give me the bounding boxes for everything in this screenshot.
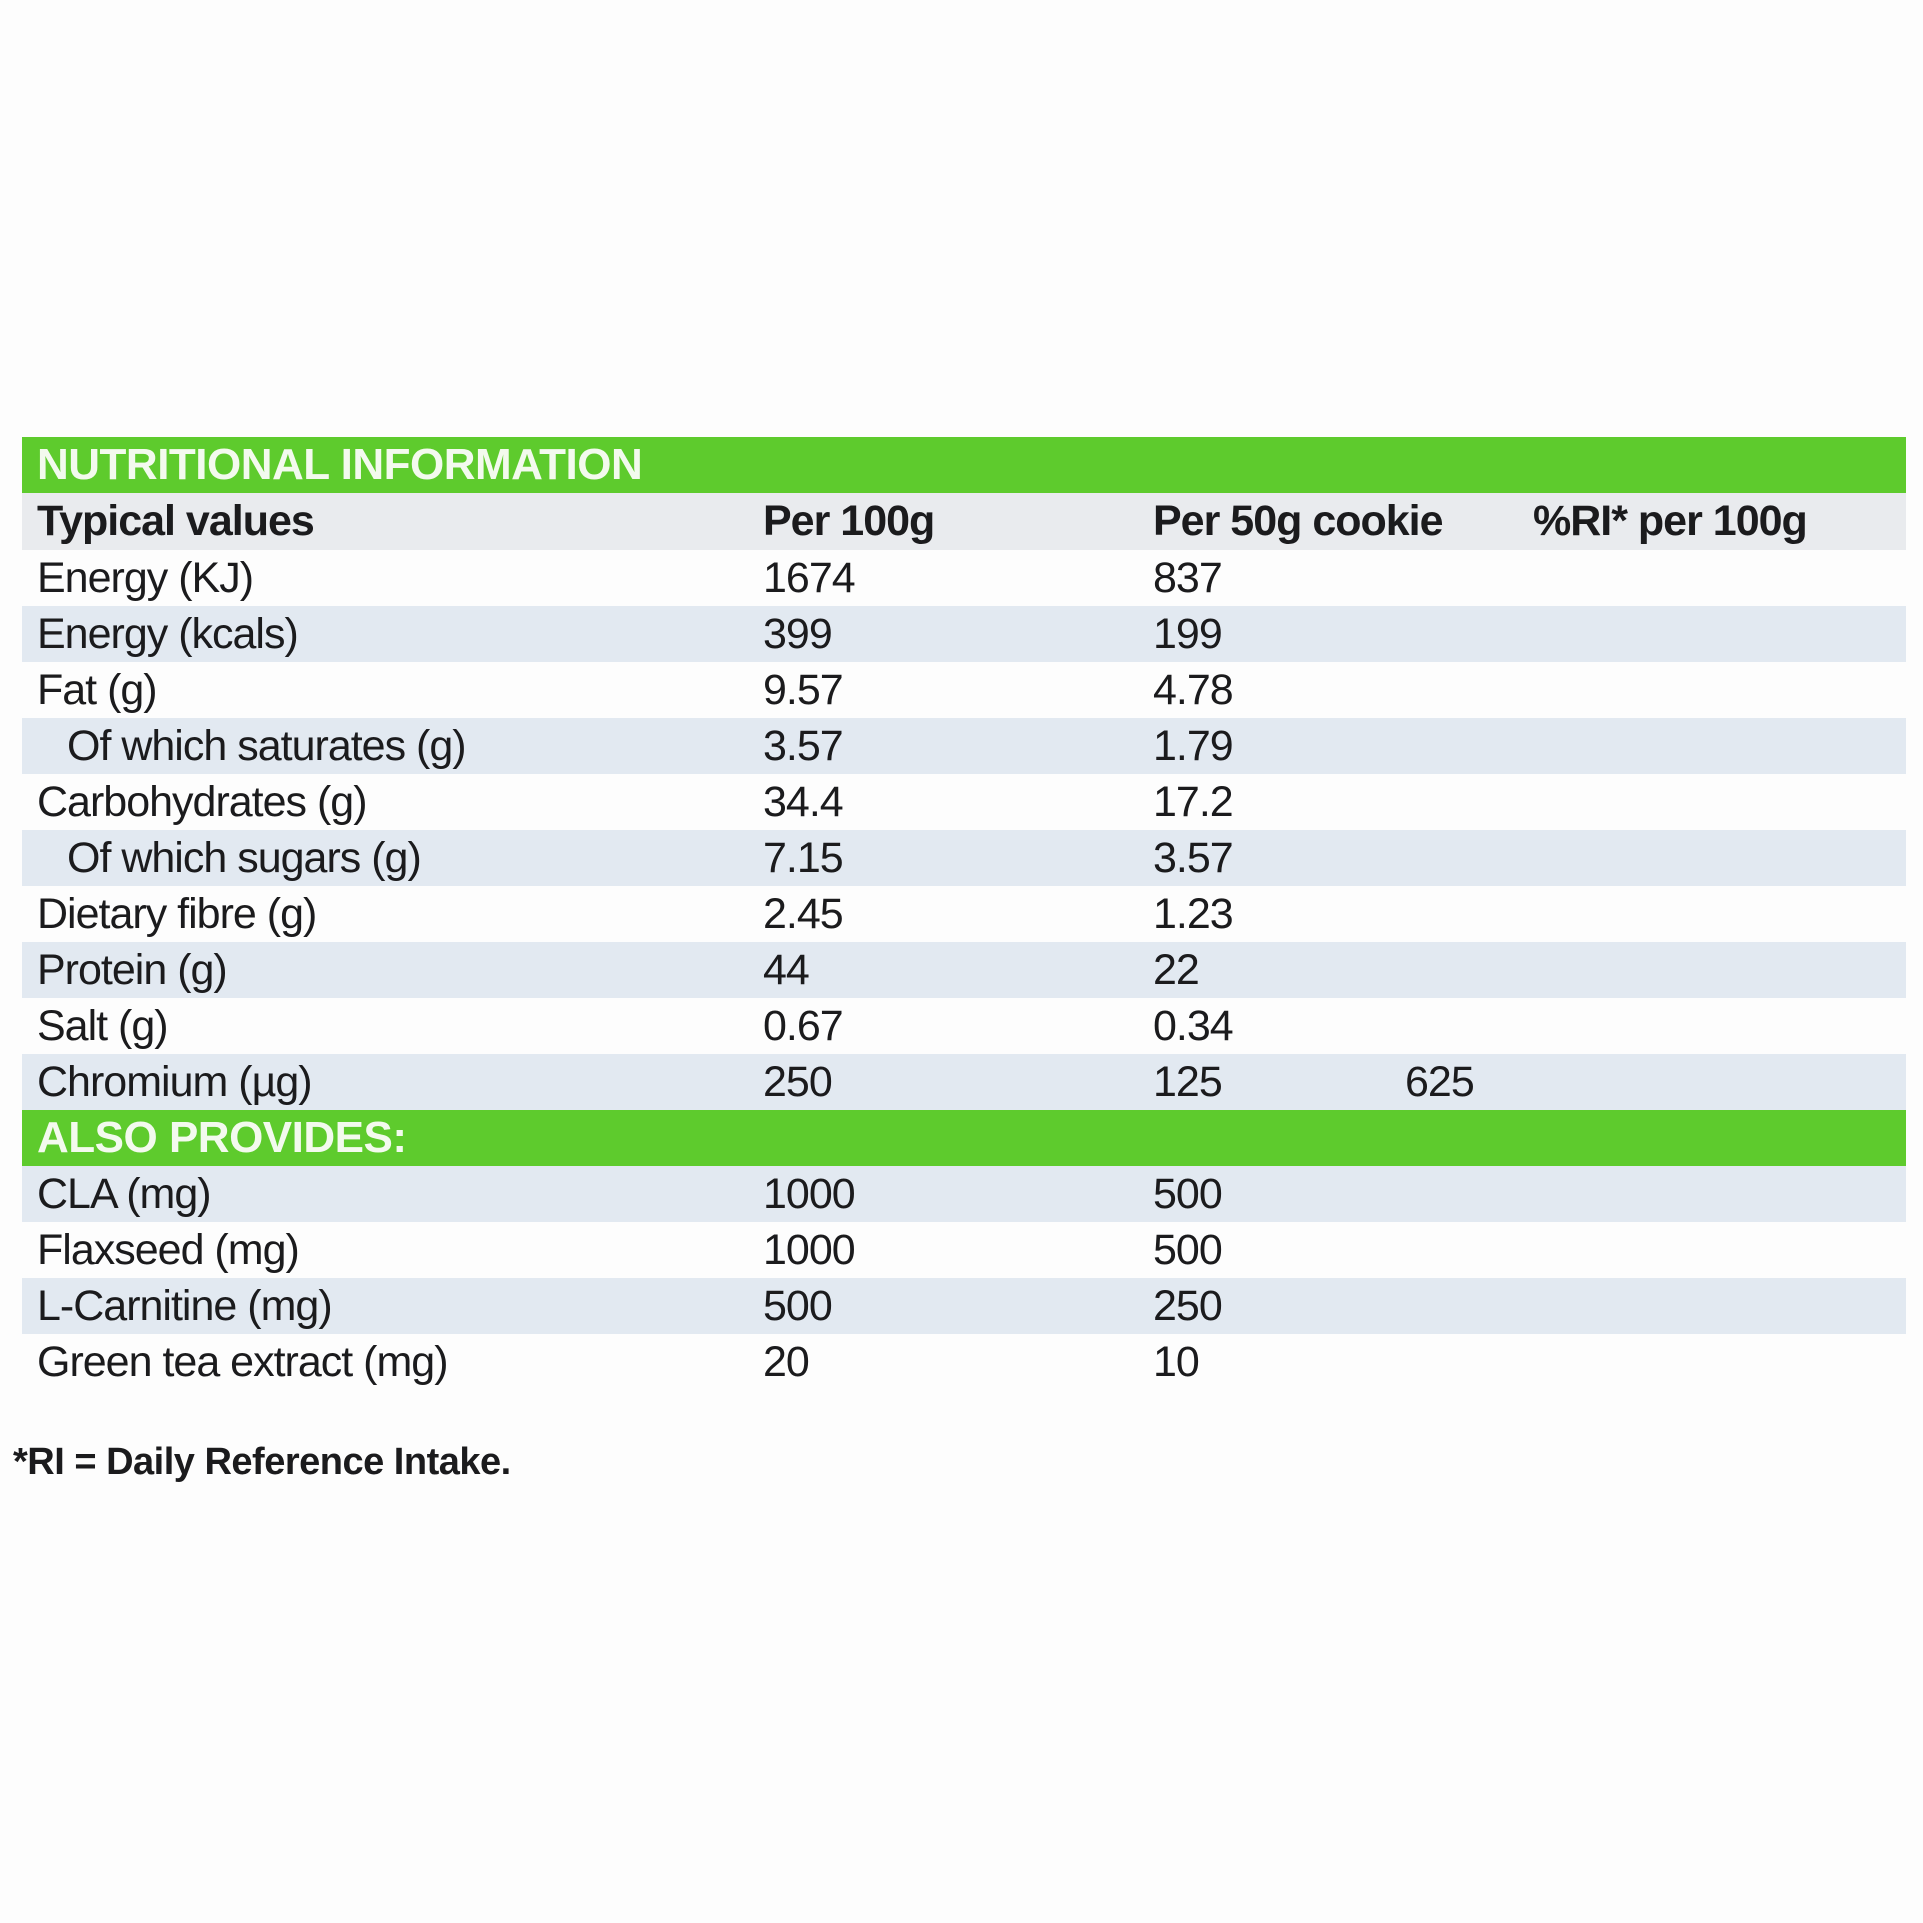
cell-per50: 500 — [1153, 1170, 1223, 1218]
cell-label: Of which saturates (g) — [67, 722, 467, 770]
cell-per100: 1674 — [763, 554, 856, 602]
cell-label: Energy (kcals) — [37, 610, 299, 658]
table-row: Carbohydrates (g) 34.4 17.2 — [22, 774, 1906, 830]
cell-per50: 1.23 — [1153, 890, 1234, 938]
table-row: Chromium (µg) 250 125 625 — [22, 1054, 1906, 1110]
cell-per100: 44 — [763, 946, 810, 994]
cell-label: Green tea extract (mg) — [37, 1338, 449, 1386]
cell-per50: 10 — [1153, 1338, 1200, 1386]
cell-per50: 17.2 — [1153, 778, 1234, 826]
cell-per50: 0.34 — [1153, 1002, 1234, 1050]
cell-label: CLA (mg) — [37, 1170, 212, 1218]
table-row: Dietary fibre (g) 2.45 1.23 — [22, 886, 1906, 942]
nutrition-section-header: NUTRITIONAL INFORMATION — [22, 437, 1906, 493]
cell-per50: 125 — [1153, 1058, 1223, 1106]
cell-per100: 0.67 — [763, 1002, 844, 1050]
cell-per50: 199 — [1153, 610, 1223, 658]
cell-per50: 3.57 — [1153, 834, 1234, 882]
nutrition-table: NUTRITIONAL INFORMATION Typical values P… — [22, 437, 1906, 1390]
table-row: Salt (g) 0.67 0.34 — [22, 998, 1906, 1054]
cell-label: Dietary fibre (g) — [37, 890, 317, 938]
table-row: Protein (g) 44 22 — [22, 942, 1906, 998]
table-row: Green tea extract (mg) 20 10 — [22, 1334, 1906, 1390]
cell-label: L-Carnitine (mg) — [37, 1282, 333, 1330]
cell-ri: 625 — [1405, 1058, 1475, 1106]
cell-label: Salt (g) — [37, 1002, 169, 1050]
cell-label: Flaxseed (mg) — [37, 1226, 300, 1274]
cell-per100: 500 — [763, 1282, 833, 1330]
table-row: Flaxseed (mg) 1000 500 — [22, 1222, 1906, 1278]
cell-per100: 20 — [763, 1338, 810, 1386]
cell-per50: 4.78 — [1153, 666, 1234, 714]
cell-per100: 34.4 — [763, 778, 844, 826]
cell-label: Fat (g) — [37, 666, 158, 714]
cell-label: Of which sugars (g) — [67, 834, 422, 882]
column-header-ri-per-100g: %RI* per 100g — [1533, 497, 1808, 545]
nutrition-section-title: NUTRITIONAL INFORMATION — [37, 440, 643, 489]
cell-label: Protein (g) — [37, 946, 228, 994]
cell-per50: 1.79 — [1153, 722, 1234, 770]
cell-per100: 1000 — [763, 1226, 856, 1274]
also-provides-rows: CLA (mg) 1000 500 Flaxseed (mg) 1000 500 L-Car… — [22, 1166, 1906, 1390]
footnote: *RI = Daily Reference Intake. — [13, 1441, 511, 1483]
column-header-per-50g-cookie: Per 50g cookie — [1153, 497, 1444, 545]
cell-per50: 22 — [1153, 946, 1200, 994]
table-row: Of which sugars (g) 7.15 3.57 — [22, 830, 1906, 886]
cell-per100: 250 — [763, 1058, 833, 1106]
column-header-row: Typical values Per 100g Per 50g cookie %… — [22, 493, 1906, 550]
cell-label: Energy (KJ) — [37, 554, 254, 602]
cell-per100: 2.45 — [763, 890, 844, 938]
cell-per100: 9.57 — [763, 666, 844, 714]
table-row: Of which saturates (g) 3.57 1.79 — [22, 718, 1906, 774]
cell-per100: 399 — [763, 610, 833, 658]
cell-per100: 7.15 — [763, 834, 844, 882]
cell-per100: 1000 — [763, 1170, 856, 1218]
cell-label: Carbohydrates (g) — [37, 778, 368, 826]
table-row: Fat (g) 9.57 4.78 — [22, 662, 1906, 718]
table-row: L-Carnitine (mg) 500 250 — [22, 1278, 1906, 1334]
cell-label: Chromium (µg) — [37, 1058, 313, 1106]
nutrition-rows: Energy (KJ) 1674 837 Energy (kcals) 399 199 Fa… — [22, 550, 1906, 1110]
cell-per100: 3.57 — [763, 722, 844, 770]
column-header-per-100g: Per 100g — [763, 497, 935, 545]
column-header-typical-values: Typical values — [37, 497, 315, 545]
also-provides-section-header: ALSO PROVIDES: — [22, 1110, 1906, 1166]
table-row: CLA (mg) 1000 500 — [22, 1166, 1906, 1222]
table-row: Energy (KJ) 1674 837 — [22, 550, 1906, 606]
cell-per50: 500 — [1153, 1226, 1223, 1274]
cell-per50: 250 — [1153, 1282, 1223, 1330]
also-provides-title: ALSO PROVIDES: — [37, 1113, 407, 1162]
table-row: Energy (kcals) 399 199 — [22, 606, 1906, 662]
cell-per50: 837 — [1153, 554, 1223, 602]
